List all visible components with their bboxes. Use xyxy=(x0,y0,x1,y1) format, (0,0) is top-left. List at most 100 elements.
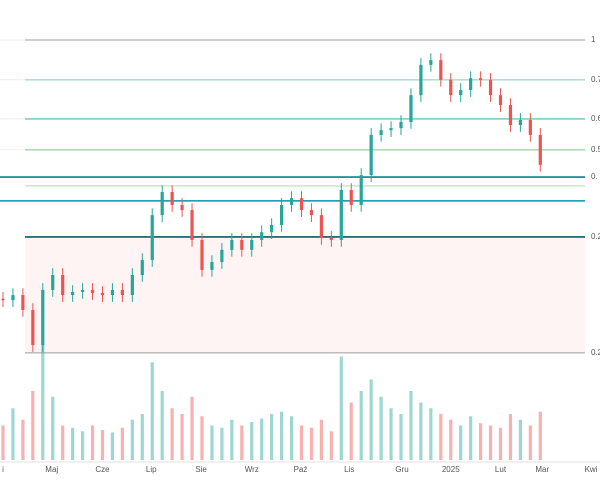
candle-body xyxy=(429,60,433,65)
candle-body xyxy=(369,134,373,176)
candle-body xyxy=(379,130,383,135)
candle-body xyxy=(170,192,174,205)
candle-body xyxy=(538,134,542,165)
volume-bar xyxy=(459,425,463,460)
fib-label: 1 xyxy=(591,35,596,44)
volume-bar xyxy=(140,414,144,460)
volume-bar xyxy=(498,427,503,460)
candle-body xyxy=(339,190,343,240)
volume-bar xyxy=(518,419,522,460)
candle-body xyxy=(210,262,214,270)
candle-body xyxy=(220,249,224,263)
candle-body xyxy=(508,105,513,126)
candle-body xyxy=(41,289,45,346)
volume-bar xyxy=(190,396,194,460)
volume-bar xyxy=(339,356,343,460)
volume-bar xyxy=(1,425,5,460)
x-tick-label: 2025 xyxy=(442,465,460,474)
volume-bar xyxy=(80,431,85,460)
candle-body xyxy=(150,215,154,261)
volume-bar xyxy=(309,427,314,460)
candle-body xyxy=(399,122,403,129)
candle-body xyxy=(80,289,85,292)
volume-bar xyxy=(41,345,45,460)
volume-bar xyxy=(130,419,134,460)
fib-zone xyxy=(25,236,585,353)
volume-bar xyxy=(409,391,413,460)
volume-bar xyxy=(51,396,55,460)
candle-body xyxy=(130,275,134,296)
candle-body xyxy=(190,210,194,240)
volume-bar xyxy=(379,396,383,460)
volume-bar xyxy=(399,414,403,460)
volume-bar xyxy=(289,416,294,460)
volume-bar xyxy=(250,422,254,460)
volume-bar xyxy=(279,411,284,460)
candle-body xyxy=(309,210,314,216)
volume-bar xyxy=(270,414,274,460)
volume-bar xyxy=(538,411,542,460)
candle-body xyxy=(289,198,294,205)
fib-label: 0.6 xyxy=(591,114,600,123)
x-tick-label: Maj xyxy=(45,465,58,474)
candle-body xyxy=(71,292,75,296)
candle-body xyxy=(518,119,522,126)
candle-body xyxy=(439,60,443,80)
volume-bar xyxy=(449,419,453,460)
volume-bar xyxy=(180,414,184,460)
fib-label: 0.2 xyxy=(591,232,600,241)
x-tick-label: Lut xyxy=(495,465,507,474)
x-tick-label: Kwi xyxy=(585,465,598,474)
candle-body xyxy=(389,128,393,131)
candle-body xyxy=(250,239,254,250)
x-tick-label: Sie xyxy=(195,465,207,474)
candle-body xyxy=(200,239,204,270)
x-tick-label: Paź xyxy=(294,465,308,474)
volume-bar xyxy=(110,432,115,460)
candle-body xyxy=(469,78,473,91)
volume-bar xyxy=(419,402,423,460)
candle-body xyxy=(61,275,65,296)
candle-body xyxy=(11,295,15,301)
fib-label: 0.7 xyxy=(591,75,600,84)
volume-bar xyxy=(359,391,363,460)
candle-body xyxy=(478,78,483,80)
candle-body xyxy=(180,204,184,211)
candle-body xyxy=(100,293,105,296)
candle-body xyxy=(120,289,124,296)
candle-body xyxy=(230,239,234,250)
volume-bar xyxy=(528,425,532,460)
candle-body xyxy=(140,260,144,275)
candle-body xyxy=(1,298,5,301)
volume-bar xyxy=(160,391,164,460)
volume-bar xyxy=(11,408,15,460)
volume-bar xyxy=(478,423,483,460)
volume-bar xyxy=(469,416,473,460)
volume-bar xyxy=(508,414,513,460)
volume-bar xyxy=(220,427,224,460)
volume-bar xyxy=(100,430,105,460)
candle-body xyxy=(160,192,164,216)
x-tick-label: Wrz xyxy=(245,465,259,474)
candle-body xyxy=(409,95,413,122)
x-tick-label: Lis xyxy=(344,465,354,474)
volume-bar xyxy=(21,419,25,460)
volume-bar xyxy=(429,408,433,460)
volume-bar xyxy=(369,379,373,460)
volume-bar xyxy=(200,416,204,460)
x-tick-label: Cze xyxy=(95,465,110,474)
x-tick-label: i xyxy=(2,465,4,474)
candle-body xyxy=(329,237,333,240)
volume-bar xyxy=(329,431,333,460)
candle-body xyxy=(270,225,274,233)
x-tick-label: Gru xyxy=(395,465,408,474)
volume-bar xyxy=(299,425,304,460)
candle-body xyxy=(459,90,463,96)
volume-bar xyxy=(439,414,443,460)
x-tick-label: Mar xyxy=(535,465,549,474)
candle-body xyxy=(110,289,115,296)
volume-bar xyxy=(150,362,154,460)
candle-body xyxy=(359,175,363,205)
fib-label: 0.5 xyxy=(591,145,600,154)
candle-body xyxy=(449,79,453,96)
